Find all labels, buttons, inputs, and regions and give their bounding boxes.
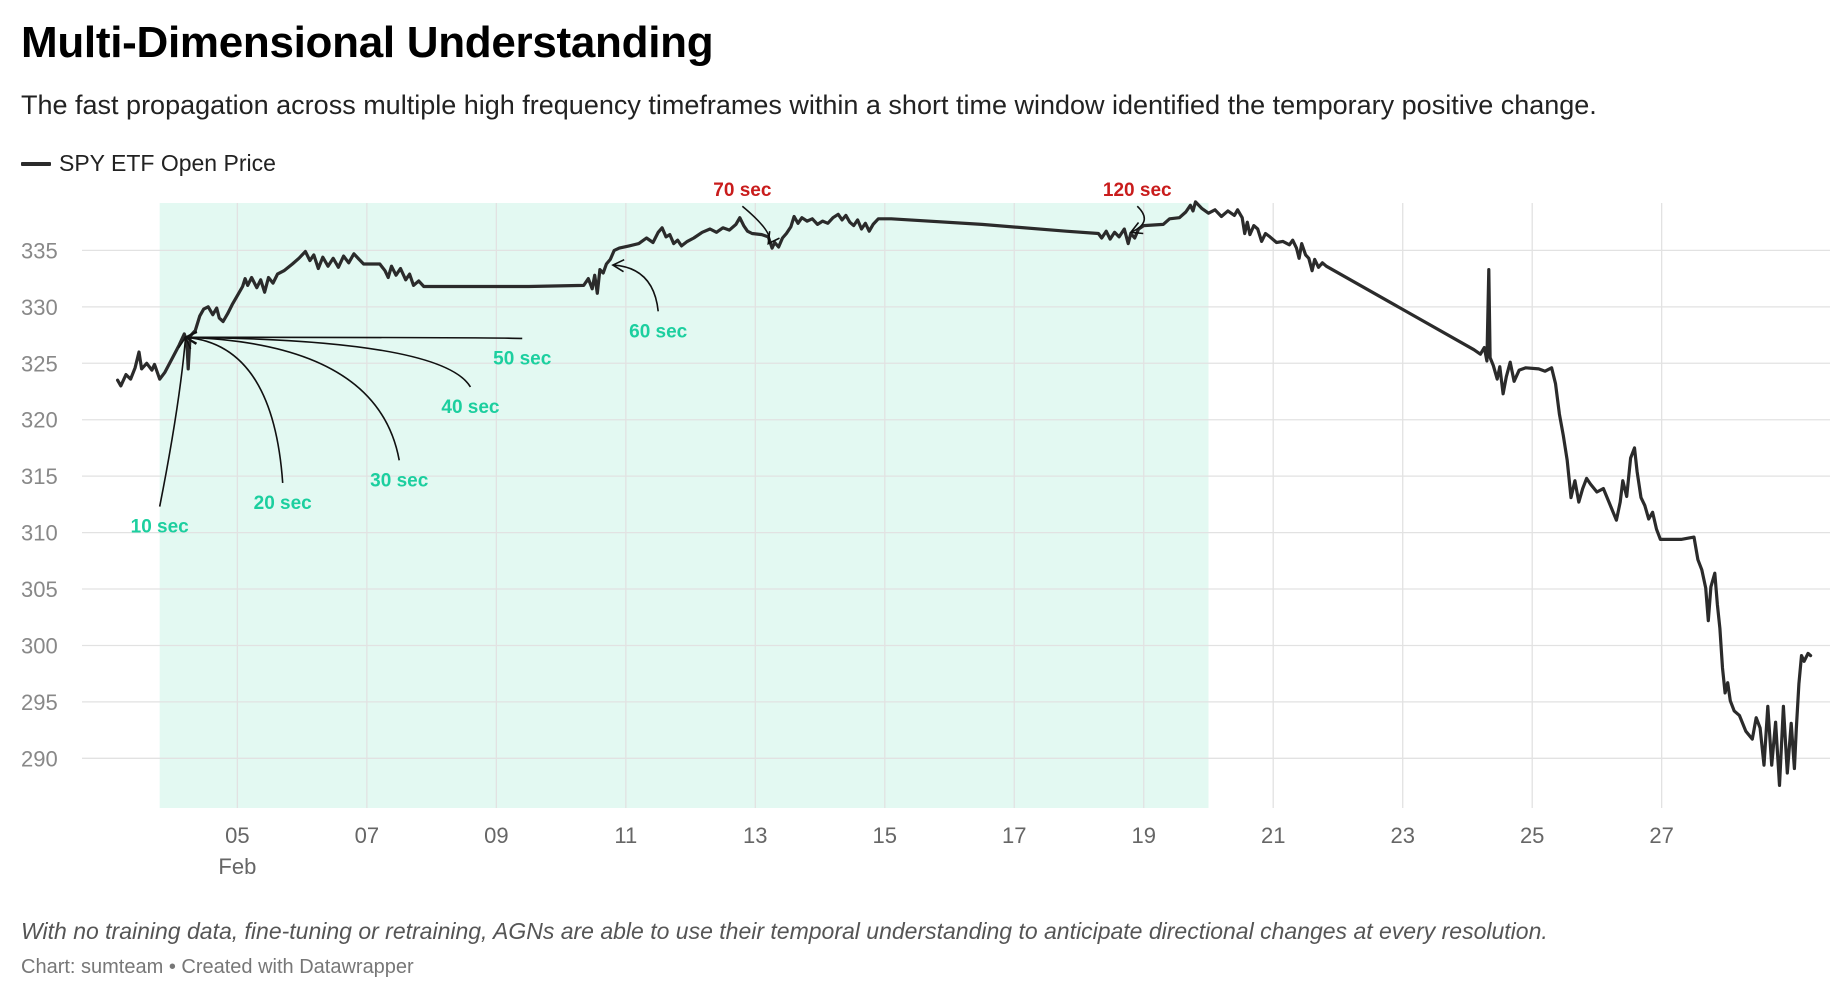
- highlight-band-group: [159, 203, 1209, 808]
- annotation-label: 70 sec: [713, 180, 772, 201]
- legend-swatch: [21, 161, 51, 166]
- gridlines-group: [82, 203, 1830, 808]
- highlight-band: [159, 203, 1209, 808]
- y-tick-label: 290: [21, 746, 58, 771]
- x-tick-label: 07: [355, 823, 379, 848]
- annotation-label: 50 sec: [493, 348, 552, 369]
- chart-credit: Chart: sumteam • Created with Datawrappe…: [21, 956, 414, 978]
- x-tick-label: 23: [1390, 823, 1414, 848]
- annotation-label: 40 sec: [441, 397, 500, 418]
- annotation-connector: [185, 336, 472, 388]
- chart-legend: SPY ETF Open Price: [21, 150, 276, 177]
- annotation-label: 30 sec: [370, 470, 429, 491]
- annotations-group: 10 sec 20 sec 30 sec 40 sec 50 sec 60 sec 70 s…: [131, 180, 1172, 537]
- x-tick-label: 15: [873, 823, 897, 848]
- y-tick-label: 310: [21, 521, 58, 546]
- annotation-connector: [185, 336, 284, 483]
- chart-note: With no training data, fine-tuning or re…: [21, 918, 1548, 944]
- x-tick-label: 21: [1261, 823, 1285, 848]
- x-tick-label: 05: [225, 823, 249, 848]
- x-axis-ticks: 05 Feb 07 09 11 13 15 17 19 21 23 25 27: [218, 823, 1673, 879]
- series-line: [116, 200, 1813, 787]
- y-axis-ticks: 290 295 300 305 310 315 320 325 330 335: [21, 238, 58, 771]
- x-tick-label: 27: [1649, 823, 1673, 848]
- y-tick-label: 325: [21, 351, 58, 376]
- annotation-arrowhead: [767, 231, 780, 245]
- x-tick-label: 19: [1132, 823, 1156, 848]
- y-tick-label: 315: [21, 464, 58, 489]
- annotation-label: 120 sec: [1103, 180, 1172, 201]
- annotation-connector: [1130, 205, 1146, 234]
- annotation-label: 10 sec: [131, 517, 190, 538]
- annotation-label: 20 sec: [254, 493, 313, 514]
- y-tick-label: 305: [21, 577, 58, 602]
- y-tick-label: 330: [21, 295, 58, 320]
- x-tick-label: 17: [1002, 823, 1026, 848]
- annotation-connector: [612, 264, 659, 312]
- y-tick-label: 295: [21, 690, 58, 715]
- chart-title: Multi-Dimensional Understanding: [21, 18, 714, 67]
- chart-subtitle: The fast propagation across multiple hig…: [21, 90, 1597, 120]
- x-tick-sublabel: Feb: [218, 854, 256, 879]
- legend-label: SPY ETF Open Price: [59, 150, 276, 176]
- x-tick-label: 25: [1520, 823, 1544, 848]
- x-tick-label: 11: [614, 823, 637, 848]
- annotation-connector: [185, 336, 401, 461]
- series-group: [116, 200, 1813, 787]
- x-tick-label: 09: [484, 823, 508, 848]
- annotation-connector: [158, 337, 187, 507]
- annotation-arrowhead: [611, 258, 625, 273]
- x-tick-label: 13: [743, 823, 767, 848]
- annotation-label: 60 sec: [629, 321, 688, 342]
- y-tick-label: 320: [21, 408, 58, 433]
- annotation-connector: [185, 336, 523, 340]
- y-tick-label: 335: [21, 238, 58, 263]
- y-tick-label: 300: [21, 633, 58, 658]
- annotation-arrowhead: [1129, 221, 1144, 235]
- annotation-arrowhead: [183, 330, 197, 345]
